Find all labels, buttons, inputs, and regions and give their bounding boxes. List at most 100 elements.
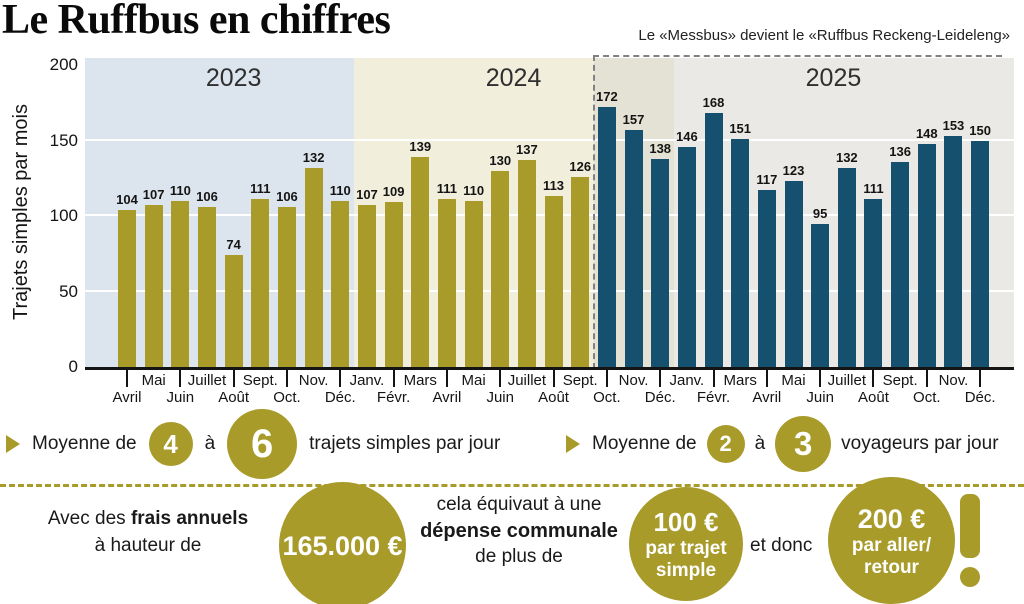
bar-value-label: 172 [596, 89, 618, 105]
bar [304, 167, 323, 367]
bar-value-label: 126 [569, 158, 592, 174]
bar-value-label: 151 [729, 121, 752, 136]
x-month-label: Août [538, 389, 569, 406]
bar [971, 140, 990, 367]
x-month-label: Mars [723, 372, 757, 389]
annual-cost-amount: 165.000 € [282, 530, 403, 561]
round-trip-line2: par aller/ [851, 534, 932, 556]
x-tick [765, 370, 768, 387]
x-month-label: Août [858, 389, 889, 406]
bar-value-label: 110 [329, 182, 351, 198]
bullet-triangle-icon [566, 435, 580, 453]
bar [864, 199, 883, 367]
equivalence-bold: dépense communale [420, 520, 618, 542]
x-month-label: Mai [461, 372, 486, 389]
connector-text: et donc [750, 535, 813, 556]
y-tick-label: 200 [49, 55, 78, 74]
x-month-label: Févr. [376, 389, 411, 406]
bar-value-label: 157 [622, 111, 645, 127]
bar-value-label: 111 [250, 181, 271, 197]
x-tick [339, 370, 342, 387]
fact-suffix: trajets simples par jour [309, 433, 501, 454]
y-tick-label: 150 [49, 130, 78, 150]
x-tick [232, 370, 235, 387]
y-tick-label: 0 [68, 357, 78, 376]
gridline [85, 138, 1014, 141]
fact-passengers-per-day: Moyenne de 2 à 3 voyageurs par jour [566, 408, 999, 480]
bar [224, 255, 243, 367]
bar-value-label: 132 [302, 149, 325, 165]
bar-value-label: 111 [863, 181, 884, 197]
bar [757, 190, 776, 367]
bar-value-label: 137 [516, 142, 538, 158]
bar [118, 209, 136, 367]
exclamation-bar [960, 494, 980, 558]
bar-value-label: 109 [382, 184, 405, 200]
x-month-label: Juin [806, 389, 834, 406]
annual-cost-text: Avec des frais annuels à hauteur de [20, 505, 276, 559]
bar [171, 200, 190, 367]
bar [917, 143, 936, 367]
bar-value-label: 136 [889, 143, 911, 159]
annual-cost-bold: frais annuels [130, 508, 249, 529]
bar-value-label: 150 [969, 122, 991, 138]
page-title: Le Ruffbus en chiffres [2, 0, 391, 43]
bar [651, 158, 670, 367]
bar [251, 199, 270, 367]
bar [517, 160, 536, 367]
x-axis: Avril Mai Juin Juillet Août Sept. Oct. Nov. Déc.… [85, 367, 1014, 412]
y-tick-label: 50 [59, 281, 78, 301]
annual-cost-line2: à hauteur de [94, 535, 202, 556]
per-trip-amount: 100 € [653, 507, 719, 537]
x-tick [659, 370, 662, 387]
x-month-label: Avril [112, 389, 142, 406]
bar-value-label: 139 [409, 139, 432, 155]
stat-circle-passengers-low: 2 [706, 425, 745, 463]
x-month-label: Nov. [938, 372, 969, 389]
per-trip-circle: 100 € par trajet simple [629, 487, 743, 601]
x-month-label: Sept. [562, 372, 598, 389]
fact-suffix: voyageurs par jour [841, 433, 999, 454]
bar [464, 200, 483, 367]
x-tick [605, 370, 608, 387]
bar-value-label: 110 [463, 182, 485, 198]
x-month-label: Juin [486, 389, 514, 406]
bar [411, 157, 430, 367]
bar-value-label: 95 [812, 205, 828, 221]
x-tick [552, 370, 555, 387]
x-tick [819, 370, 822, 387]
bar-value-label: 106 [196, 188, 218, 204]
fact-joiner: à [754, 433, 766, 454]
bar [144, 205, 163, 367]
bar-value-label: 123 [782, 163, 805, 179]
x-tick [126, 370, 128, 387]
bar [784, 181, 803, 367]
bar-value-label: 107 [356, 187, 378, 203]
year-label: 2023 [205, 64, 262, 92]
round-trip-amount: 200 € [857, 503, 926, 534]
x-month-label: Mai [141, 372, 166, 389]
x-tick [285, 370, 288, 387]
y-tick-label: 100 [49, 206, 78, 225]
bar-value-label: 104 [116, 191, 138, 207]
bar [624, 129, 643, 367]
bar-value-label: 132 [835, 149, 858, 165]
y-axis: 0 50 100 150 200 [0, 55, 78, 376]
annual-cost-line1: Avec des frais annuels [20, 505, 276, 532]
x-month-label: Avril [752, 389, 782, 406]
bar [837, 167, 856, 367]
stat-circle-passengers-high: 3 [775, 416, 832, 472]
year-label: 2025 [805, 64, 862, 92]
round-trip-circle: 200 € par aller/ retour [828, 477, 955, 604]
bar [571, 176, 590, 367]
bar-value-label: 130 [489, 152, 512, 168]
stat-circle-trips-high: 6 [227, 409, 298, 479]
stat-value: 3 [793, 425, 813, 462]
per-trip-line2: par trajet [645, 538, 727, 559]
year-label: 2024 [485, 64, 542, 92]
messbus-annotation: Le «Messbus» devient le «Ruffbus Reckeng… [638, 27, 1010, 44]
fact-trips-per-day: Moyenne de 4 à 6 trajets simples par jou… [6, 408, 500, 480]
per-trip-line3: simple [655, 560, 717, 581]
bar-value-label: 117 [756, 172, 778, 188]
